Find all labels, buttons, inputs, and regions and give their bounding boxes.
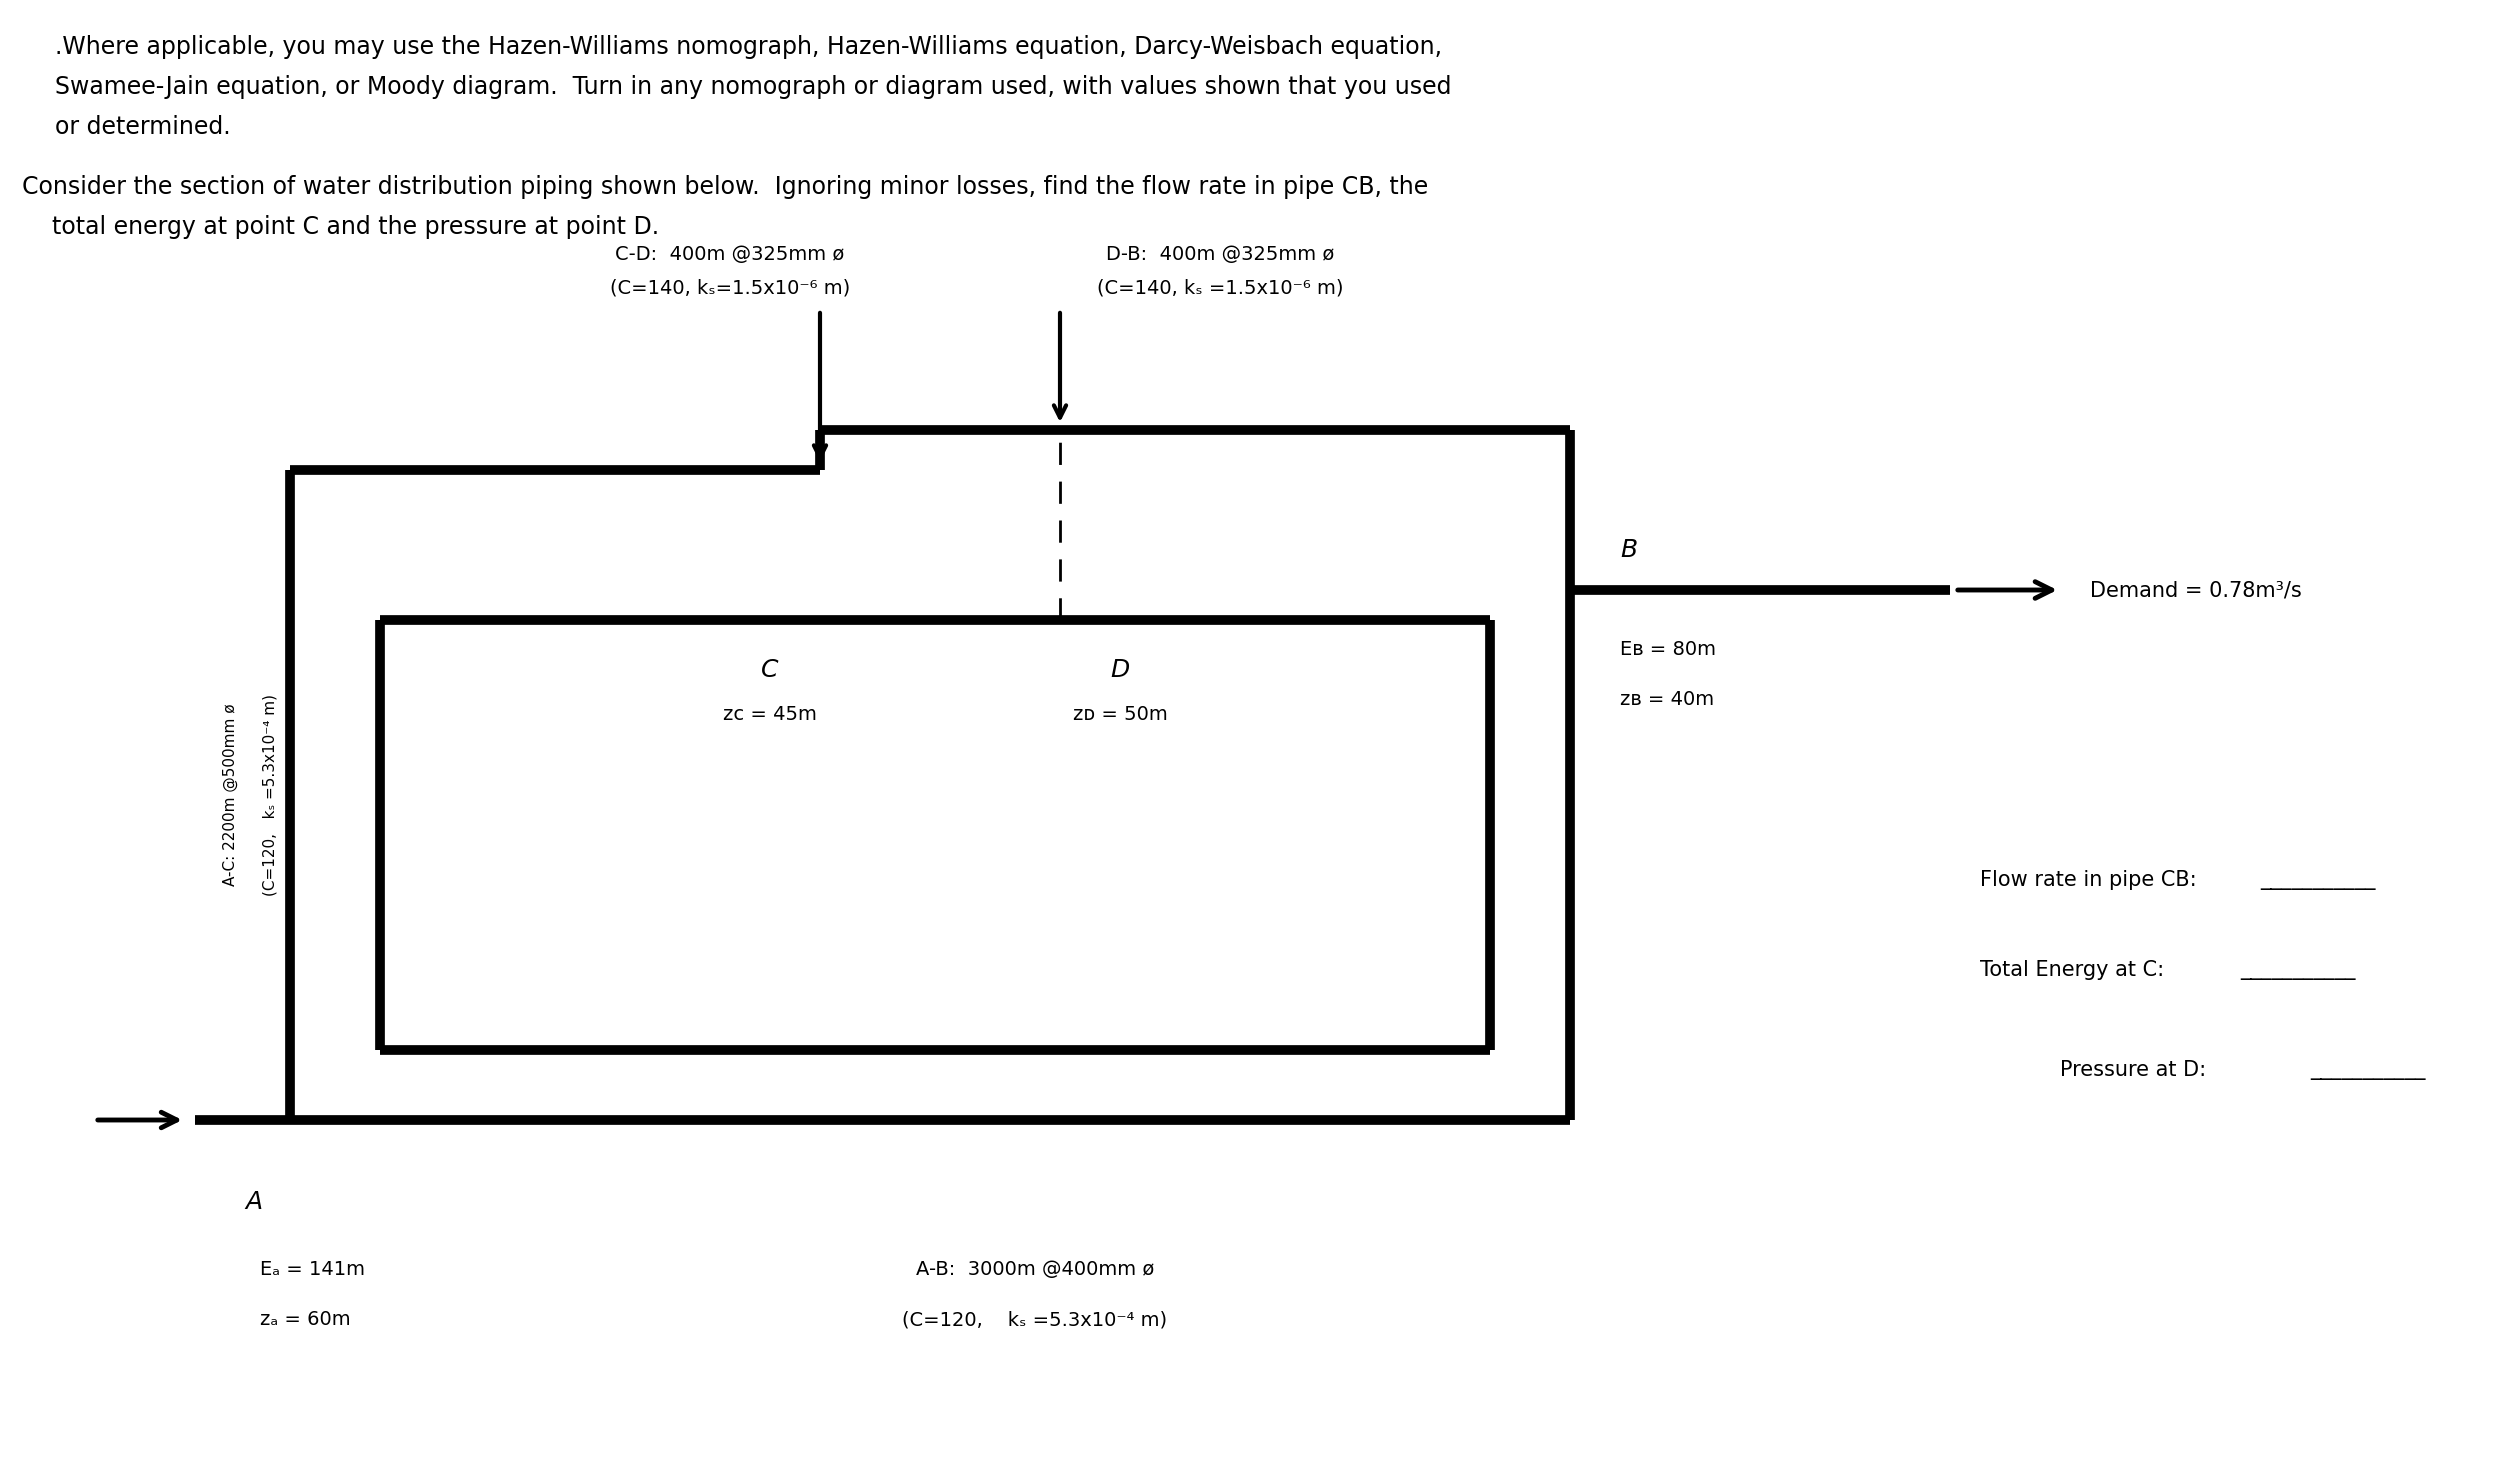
Text: Demand = 0.78m³/s: Demand = 0.78m³/s xyxy=(2090,579,2302,600)
Text: ___________: ___________ xyxy=(2260,871,2375,890)
Text: zᴅ = 50m: zᴅ = 50m xyxy=(1072,705,1168,724)
Text: C-D:  400m @325mm ø: C-D: 400m @325mm ø xyxy=(615,245,845,265)
Text: or determined.: or determined. xyxy=(55,115,230,139)
Text: total energy at point C and the pressure at point D.: total energy at point C and the pressure… xyxy=(22,214,660,239)
Text: (C=120,   kₛ =5.3x10⁻⁴ m): (C=120, kₛ =5.3x10⁻⁴ m) xyxy=(262,695,278,896)
Text: (C=120,    kₛ =5.3x10⁻⁴ m): (C=120, kₛ =5.3x10⁻⁴ m) xyxy=(902,1310,1168,1329)
Text: zₐ = 60m: zₐ = 60m xyxy=(260,1310,350,1329)
Text: Eₐ = 141m: Eₐ = 141m xyxy=(260,1261,365,1278)
Text: (C=140, kₛ=1.5x10⁻⁶ m): (C=140, kₛ=1.5x10⁻⁶ m) xyxy=(610,278,850,297)
Text: (C=140, kₛ =1.5x10⁻⁶ m): (C=140, kₛ =1.5x10⁻⁶ m) xyxy=(1098,278,1342,297)
Text: Total Energy at C:: Total Energy at C: xyxy=(1980,961,2165,980)
Text: Flow rate in pipe CB:: Flow rate in pipe CB: xyxy=(1980,871,2198,890)
Text: B: B xyxy=(1620,538,1638,562)
Text: C: C xyxy=(760,658,780,681)
Text: Swamee-Jain equation, or Moody diagram.  Turn in any nomograph or diagram used, : Swamee-Jain equation, or Moody diagram. … xyxy=(55,75,1452,99)
Text: ___________: ___________ xyxy=(2240,961,2355,980)
Text: D: D xyxy=(1110,658,1130,681)
Text: zʙ = 40m: zʙ = 40m xyxy=(1620,690,1715,709)
Text: Eʙ = 80m: Eʙ = 80m xyxy=(1620,640,1715,659)
Text: zᴄ = 45m: zᴄ = 45m xyxy=(722,705,818,724)
Text: A-B:  3000m @400mm ø: A-B: 3000m @400mm ø xyxy=(915,1261,1155,1278)
Text: Consider the section of water distribution piping shown below.  Ignoring minor l: Consider the section of water distributi… xyxy=(22,174,1427,200)
Text: D-B:  400m @325mm ø: D-B: 400m @325mm ø xyxy=(1105,245,1335,265)
Text: Pressure at D:: Pressure at D: xyxy=(2060,1060,2205,1080)
Text: .Where applicable, you may use the Hazen-Williams nomograph, Hazen-Williams equa: .Where applicable, you may use the Hazen… xyxy=(55,35,1442,59)
Text: ___________: ___________ xyxy=(2310,1060,2425,1080)
Text: A-C: 2200m @500mm ø: A-C: 2200m @500mm ø xyxy=(222,704,238,887)
Text: A: A xyxy=(245,1190,262,1213)
